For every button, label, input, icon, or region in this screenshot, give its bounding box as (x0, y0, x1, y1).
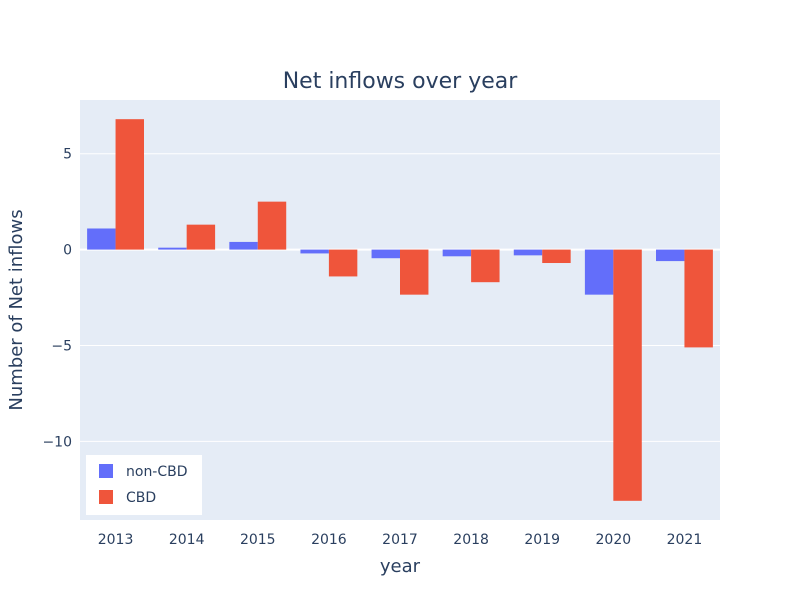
bar-non-CBD-2015[interactable] (229, 241, 258, 250)
x-tick-label: 2014 (169, 532, 205, 548)
legend-label-CBD[interactable]: CBD (126, 490, 156, 506)
bar-non-CBD-2016[interactable] (300, 249, 329, 254)
legend-swatch-non-CBD[interactable] (99, 464, 113, 478)
y-tick-label: 5 (63, 147, 72, 163)
legend-label-non-CBD[interactable]: non-CBD (126, 464, 188, 480)
bar-CBD-2018[interactable] (471, 249, 500, 283)
y-tick-label: 0 (63, 243, 72, 259)
bar-CBD-2013[interactable] (115, 119, 144, 250)
bar-non-CBD-2017[interactable] (371, 249, 400, 259)
x-tick-label: 2013 (98, 532, 134, 548)
x-tick-label: 2020 (596, 532, 632, 548)
bar-CBD-2015[interactable] (257, 201, 287, 250)
bar-CBD-2021[interactable] (684, 249, 713, 348)
x-tick-label: 2021 (667, 532, 703, 548)
x-tick-label: 2017 (382, 532, 418, 548)
bar-CBD-2016[interactable] (328, 249, 358, 277)
bar-CBD-2017[interactable] (400, 249, 429, 295)
bar-non-CBD-2020[interactable] (584, 249, 614, 295)
bar-non-CBD-2013[interactable] (87, 228, 116, 250)
bar-CBD-2014[interactable] (186, 224, 216, 250)
bar-non-CBD-2014[interactable] (158, 247, 187, 250)
bar-CBD-2019[interactable] (542, 249, 571, 264)
y-tick-label: −5 (51, 338, 72, 354)
chart-title: Net inflows over year (283, 69, 519, 94)
bar-non-CBD-2021[interactable] (656, 249, 685, 262)
bar-non-CBD-2019[interactable] (513, 249, 543, 256)
legend[interactable]: non-CBD CBD (86, 455, 202, 515)
bar-non-CBD-2018[interactable] (442, 249, 472, 257)
x-axis-title: year (380, 556, 421, 577)
x-tick-label: 2016 (311, 532, 347, 548)
legend-swatch-CBD[interactable] (99, 490, 113, 504)
x-tick-label: 2019 (524, 532, 560, 548)
y-axis-ticks: 5 0 −5 −10 (42, 147, 72, 451)
x-tick-label: 2015 (240, 532, 276, 548)
y-tick-label: −10 (42, 434, 72, 450)
bars (87, 119, 713, 501)
x-axis-ticks: 2013 2014 2015 2016 2017 2018 2019 2020 2021 (98, 532, 703, 548)
x-tick-label: 2018 (453, 532, 489, 548)
bar-CBD-2020[interactable] (613, 249, 642, 501)
y-axis-title: Number of Net inflows (6, 209, 27, 410)
